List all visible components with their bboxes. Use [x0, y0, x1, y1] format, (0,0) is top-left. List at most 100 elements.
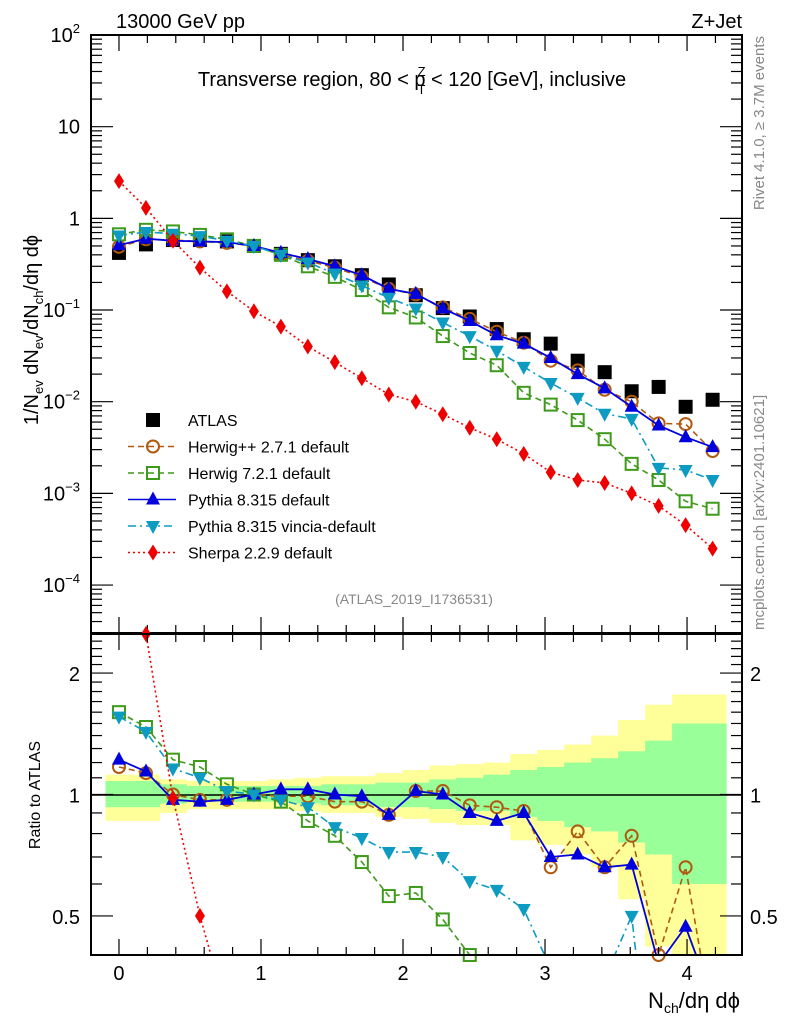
y-tick-label: 10−1: [43, 296, 80, 322]
data-point: [435, 300, 450, 314]
series-pythia-8-315-vincia-default: [111, 711, 639, 955]
data-point: [138, 726, 153, 740]
data-point: [489, 812, 504, 826]
data-point: [624, 910, 639, 924]
x-tick-label: 0: [113, 963, 124, 985]
tick-exp: −1: [65, 296, 80, 311]
data-point: [651, 417, 666, 431]
data-point: [680, 517, 691, 534]
legend-item: Sherpa 2.2.9 default: [128, 544, 333, 563]
tick-exp: −2: [65, 388, 80, 403]
series-sherpa-2-2-9-default: [113, 173, 718, 557]
data-point: [435, 317, 450, 331]
data-point: [221, 283, 232, 300]
data-point: [462, 804, 477, 818]
ratio-ylabel: Ratio to ATLAS: [27, 741, 44, 849]
title-sub: T: [418, 82, 426, 97]
data-point: [354, 280, 369, 294]
data-point: [302, 338, 313, 355]
data-point: [516, 385, 531, 400]
legend-marker: [146, 439, 160, 454]
data-point: [624, 398, 639, 412]
data-point: [111, 711, 126, 725]
data-point: [111, 230, 126, 244]
ratio-y-tick-label: 1: [69, 786, 80, 808]
data-point: [705, 439, 720, 453]
data-point: [275, 318, 286, 335]
data-point: [408, 783, 423, 797]
data-point: [435, 851, 450, 865]
data-point: [246, 789, 261, 803]
legend-marker: [146, 491, 160, 505]
data-point: [113, 173, 124, 190]
legend-marker: [146, 466, 160, 480]
rivet-label: Rivet 4.1.0, ≥ 3.7M events: [751, 36, 768, 210]
legend-label: Sherpa 2.2.9 default: [188, 546, 333, 563]
y-tick-label: 10−2: [43, 388, 80, 414]
data-point: [327, 258, 342, 272]
data-point: [329, 354, 340, 371]
data-point: [545, 464, 556, 481]
data-point: [194, 907, 205, 924]
tick-base: 10: [43, 483, 65, 505]
data-point: [408, 285, 423, 299]
title-post: < 120 [GeV], inclusive: [425, 69, 626, 91]
data-point: [219, 786, 234, 800]
data-point: [435, 329, 450, 344]
data-point: [543, 377, 558, 391]
data-point: [167, 790, 178, 807]
data-point: [408, 885, 423, 900]
legend-marker: [146, 521, 160, 534]
legend-label: Pythia 8.315 default: [188, 493, 330, 510]
data-point: [651, 462, 666, 476]
x-tick-label: 4: [681, 963, 692, 985]
legend-item: Pythia 8.315 vincia-default: [128, 519, 376, 536]
data-point: [219, 235, 234, 249]
data-point: [273, 794, 288, 808]
y-tick-label: 10: [58, 117, 80, 139]
data-point: [516, 335, 531, 349]
data-point: [489, 884, 504, 898]
tick-exp: 2: [73, 21, 80, 36]
main-ylabel: 1/Nev dNev/dNch/dη dϕ: [21, 235, 46, 425]
tick-exp: −3: [65, 479, 80, 494]
ratio-y-tick-label-right: 0.5: [750, 907, 778, 929]
data-point: [300, 781, 315, 795]
data-point: [570, 824, 585, 839]
data-point: [327, 786, 342, 800]
data-point: [491, 431, 502, 448]
data-point: [300, 802, 315, 816]
data-point: [570, 413, 585, 428]
data-point: [111, 751, 126, 765]
data-point: [462, 345, 477, 360]
uncertainty-band-inner: [537, 766, 565, 821]
tick-exp: −4: [65, 571, 80, 586]
data-point: [570, 392, 585, 406]
header-right: Z+Jet: [691, 11, 742, 33]
tick-base: 10: [43, 300, 65, 322]
data-point: [192, 772, 207, 786]
data-point: [354, 855, 369, 870]
data-point: [300, 257, 315, 271]
data-point: [624, 856, 639, 870]
data-point: [597, 408, 612, 422]
data-point: [408, 847, 423, 861]
data-point: [678, 860, 693, 875]
x-tick-label: 2: [397, 963, 408, 985]
data-point: [194, 259, 205, 276]
legend-marker: [148, 544, 158, 561]
data-point: [138, 226, 153, 240]
legend-marker: [146, 413, 160, 427]
x-tick-label: 1: [255, 963, 266, 985]
uncertainty-band-inner: [672, 723, 700, 884]
data-point: [543, 336, 558, 351]
data-point: [192, 793, 207, 807]
tick-base: 10: [43, 575, 65, 597]
data-point: [597, 859, 612, 873]
data-point: [626, 485, 637, 502]
data-point: [678, 399, 693, 414]
data-point: [707, 540, 718, 557]
legend-item: Herwig 7.2.1 default: [128, 466, 331, 483]
uncertainty-band-inner: [699, 723, 727, 884]
data-point: [327, 268, 342, 282]
